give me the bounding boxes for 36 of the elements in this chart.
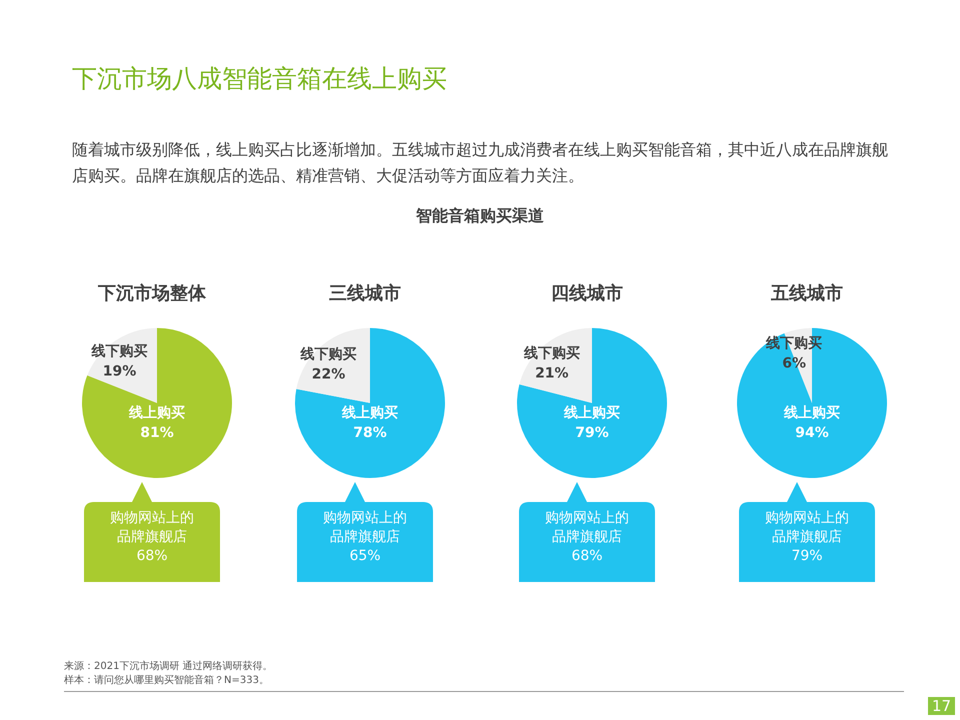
data-label: 94% xyxy=(795,425,829,441)
slice-label: 线下购买 xyxy=(522,346,580,362)
slice-label: 线上购买 xyxy=(341,405,398,421)
data-label: 22% xyxy=(312,366,346,383)
pie-slice xyxy=(737,328,887,478)
text: 68% xyxy=(135,547,169,566)
text: 17 xyxy=(928,697,956,715)
text: 下沉市场八成智能音箱在线上购买 xyxy=(72,63,447,95)
text: 65% xyxy=(348,547,382,566)
data-label: 79% xyxy=(575,425,609,441)
chart-title: 四线城市 xyxy=(550,282,624,305)
data-label: 78% xyxy=(353,425,387,441)
text: 购物网站上的品牌旗舰店 xyxy=(544,509,630,547)
chart-title: 下沉市场整体 xyxy=(97,282,207,305)
text: 智能音箱购买渠道 xyxy=(414,206,545,227)
source-note: 来源：2021下沉市场调研 通过网络调研获得。 xyxy=(64,660,273,673)
data-label: 21% xyxy=(535,366,569,382)
data-label: 19% xyxy=(102,364,136,380)
text: 购物网站上的品牌旗舰店 xyxy=(109,509,195,547)
slice-label: 线上购买 xyxy=(563,405,620,421)
slice-label: 线上购买 xyxy=(783,405,840,421)
text: 购物网站上的品牌旗舰店 xyxy=(764,509,850,547)
text: 购物网站上的品牌旗舰店 xyxy=(322,509,408,547)
pie-slice xyxy=(82,328,232,478)
chart-title: 五线城市 xyxy=(770,282,844,305)
text: 随着城市级别降低，线上购买占比逐渐增加。五线城市超过九成消费者在线上购买智能音箱，其中近八成在品牌旗舰店购买。品牌在旗舰店的选品、精准营销、大促活动等方面应着力关注。 xyxy=(72,139,889,187)
chart-title: 三线城市 xyxy=(328,282,402,305)
pie-slice xyxy=(517,328,667,478)
text: 79% xyxy=(790,547,824,566)
slice-label: 线下购买 xyxy=(300,346,357,363)
pie-slice xyxy=(295,328,445,478)
data-label: 81% xyxy=(140,425,174,441)
text: 样本：请问您从哪里购买智能音箱？N=333。 xyxy=(64,674,269,687)
slice-label: 线上购买 xyxy=(128,405,185,421)
slice-label: 线下购买 xyxy=(90,344,148,360)
text: 68% xyxy=(570,547,604,566)
